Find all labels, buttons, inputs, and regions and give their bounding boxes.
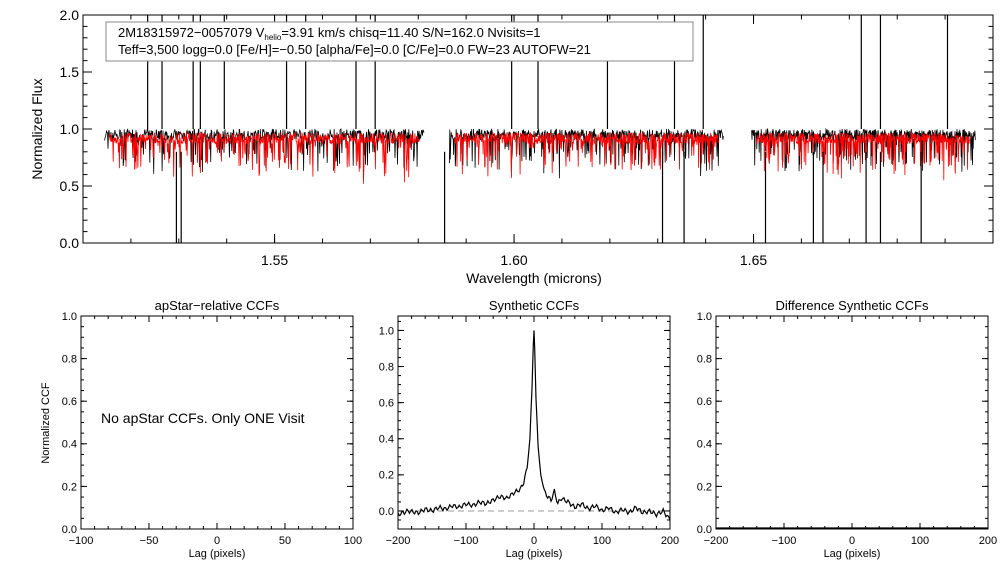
spectrum-synthetic-segment-3 [756,131,971,181]
y-tick-label: 0.8 [697,353,712,365]
apstar-ccf-axes: −100 −50 0 50 100 0.0 0.2 0.4 0.6 0.8 1.0 [62,311,362,547]
y-tick-label: 0.8 [379,361,394,373]
y-tick-label: 0.8 [62,353,77,365]
spectrum-info-line2: Teff=3,500 logg=0.0 [Fe/H]=−0.50 [alpha/… [118,42,591,57]
x-tick-label: 0 [849,535,855,547]
apstar-ccf-xlabel: Lag (pixels) [189,548,246,560]
spectrum-synthetic-segment-1 [108,131,420,184]
y-tick-label: 0.0 [60,235,80,251]
x-tick-label: 1.65 [740,252,767,268]
apstar-ccf-title: apStar−relative CCFs [155,298,280,313]
synthetic-ccf-frame [397,315,671,530]
spectrum-info-line1: 2M18315972−0057079 Vhelio=3.91 km/s chis… [118,25,541,42]
spectrum-xlabel: Wavelength (microns) [466,270,602,286]
apstar-ccf-panel: −100 −50 0 50 100 0.0 0.2 0.4 0.6 0.8 1.0 apStar−r… [40,298,362,560]
spectrum-ylabel: Normalized Flux [29,78,45,179]
x-tick-label: 0 [214,535,220,547]
apstar-ccf-ylabel: Normalized CCF [40,382,52,464]
difference-ccf-axes: −200 −100 0 100 200 0.0 0.2 0.4 0.6 0.8 1.0 [697,311,997,547]
y-tick-label: 0.0 [379,506,394,518]
synthetic-ccf-axes: −200 −100 0 100 200 0.0 0.2 0.4 0.6 0.8 1.0 [379,316,679,547]
y-tick-label: 1.5 [60,64,80,80]
y-tick-label: 1.0 [379,325,394,337]
y-tick-label: 0.6 [62,396,77,408]
spectrum-synthetic-segment-2 [453,131,719,178]
x-tick-label: 100 [593,535,611,547]
apstar-ccf-annotation: No apStar CCFs. Only ONE Visit [101,410,305,426]
y-tick-label: 0.4 [697,439,712,451]
synthetic-ccf-line [397,330,671,521]
spectrum-info-box [105,21,694,62]
synthetic-ccf-xlabel: Lag (pixels) [506,548,563,560]
x-tick-label: 1.60 [500,252,527,268]
x-tick-label: −100 [454,535,479,547]
y-tick-label: 0.4 [379,434,394,446]
x-tick-label: 100 [911,535,929,547]
synthetic-ccf-series [397,330,671,521]
x-tick-label: −200 [386,535,411,547]
x-tick-label: −200 [704,535,729,547]
y-tick-label: 0.4 [62,439,77,451]
y-tick-label: 0.0 [62,524,77,536]
difference-ccf-title: Difference Synthetic CCFs [776,298,929,313]
spectrum-panel: 1.55 1.60 1.65 0.0 0.5 1.0 1.5 2.0 2M18315972−0… [29,7,994,286]
y-tick-label: 0.5 [60,178,80,194]
y-tick-label: 0.0 [697,524,712,536]
x-tick-label: −100 [772,535,797,547]
difference-ccf-panel: −200 −100 0 100 200 0.0 0.2 0.4 0.6 0.8 1.0 Differ… [697,298,997,560]
difference-ccf-frame [715,315,989,530]
y-tick-label: 0.2 [379,470,394,482]
x-tick-label: 1.55 [261,252,288,268]
synthetic-ccf-title: Synthetic CCFs [489,298,580,313]
x-tick-label: 200 [661,535,679,547]
apstar-ccf-frame [80,315,354,530]
y-tick-label: 1.0 [62,311,77,323]
spectrum-observed-segment-3 [751,127,976,172]
y-tick-label: 0.2 [697,481,712,493]
spectrum-axes: 1.55 1.60 1.65 0.0 0.5 1.0 1.5 2.0 [60,7,993,268]
y-tick-label: 1.0 [697,311,712,323]
x-tick-label: −100 [69,535,94,547]
difference-ccf-xlabel: Lag (pixels) [824,548,881,560]
synthetic-ccf-panel: −200 −100 0 100 200 0.0 0.2 0.4 0.6 0.8 1.0 Synthe… [379,298,679,560]
x-tick-label: 200 [979,535,997,547]
y-tick-label: 1.0 [60,121,80,137]
y-tick-label: 0.2 [62,481,77,493]
y-tick-label: 2.0 [60,7,80,23]
x-tick-label: −50 [140,535,159,547]
spectrum-frame [82,14,994,244]
x-tick-label: 0 [531,535,537,547]
x-tick-label: 50 [279,535,291,547]
y-tick-label: 0.6 [379,397,394,409]
y-tick-label: 0.6 [697,396,712,408]
x-tick-label: 100 [344,535,362,547]
